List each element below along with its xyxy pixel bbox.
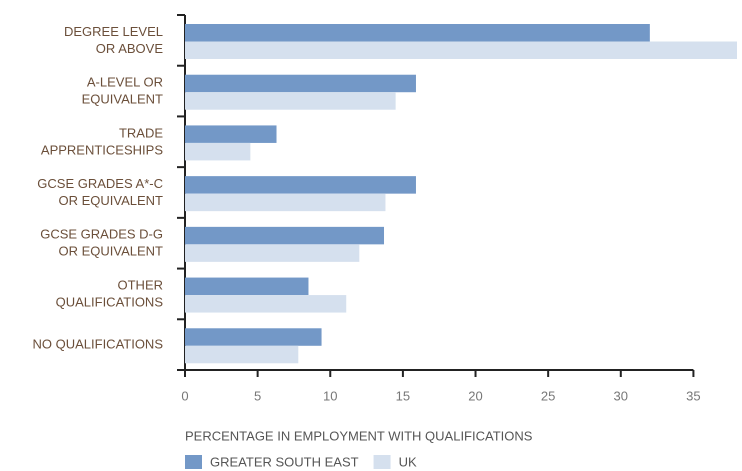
x-tick-label: 5: [254, 388, 261, 403]
bar: [185, 295, 347, 313]
bar: [185, 92, 396, 110]
bar: [185, 24, 650, 42]
x-tick-label: 30: [614, 388, 628, 403]
legend-label: UK: [399, 454, 417, 469]
legend-label: GREATER SOUTH EAST: [210, 454, 359, 469]
bar: [185, 142, 251, 161]
y-tick-label: OTHER QUALIFICATIONS: [56, 278, 164, 310]
y-tick-label: GCSE GRADES D-G OR EQUIVALENT: [40, 227, 163, 259]
x-tick-label: 20: [468, 388, 482, 403]
x-tick-label: 15: [396, 388, 410, 403]
bar: [185, 226, 385, 245]
bar: [185, 244, 360, 262]
legend-swatch: [185, 455, 202, 469]
y-tick-label: DEGREE LEVEL OR ABOVE: [64, 24, 163, 56]
legend-swatch: [373, 455, 391, 469]
x-tick-label: 25: [541, 388, 555, 403]
y-tick-label: TRADE APPRENTICESHIPS: [41, 126, 163, 158]
y-tick-label: GCSE GRADES A*-C OR EQUIVALENT: [37, 176, 163, 208]
bar: [185, 328, 322, 346]
bar: [185, 74, 416, 93]
bar: [185, 345, 299, 364]
x-tick-label: 0: [181, 388, 188, 403]
x-axis-label: PERCENTAGE IN EMPLOYMENT WITH QUALIFICAT…: [185, 428, 533, 443]
bar: [185, 193, 386, 212]
bar: [185, 277, 309, 296]
x-tick-label: 35: [686, 388, 700, 403]
bar: [185, 125, 277, 143]
x-tick-label: 10: [323, 388, 337, 403]
y-tick-label: A-LEVEL OR EQUIVALENT: [82, 75, 163, 107]
y-tick-label: NO QUALIFICATIONS: [33, 337, 164, 352]
bar: [185, 176, 416, 194]
bar: [185, 41, 737, 59]
